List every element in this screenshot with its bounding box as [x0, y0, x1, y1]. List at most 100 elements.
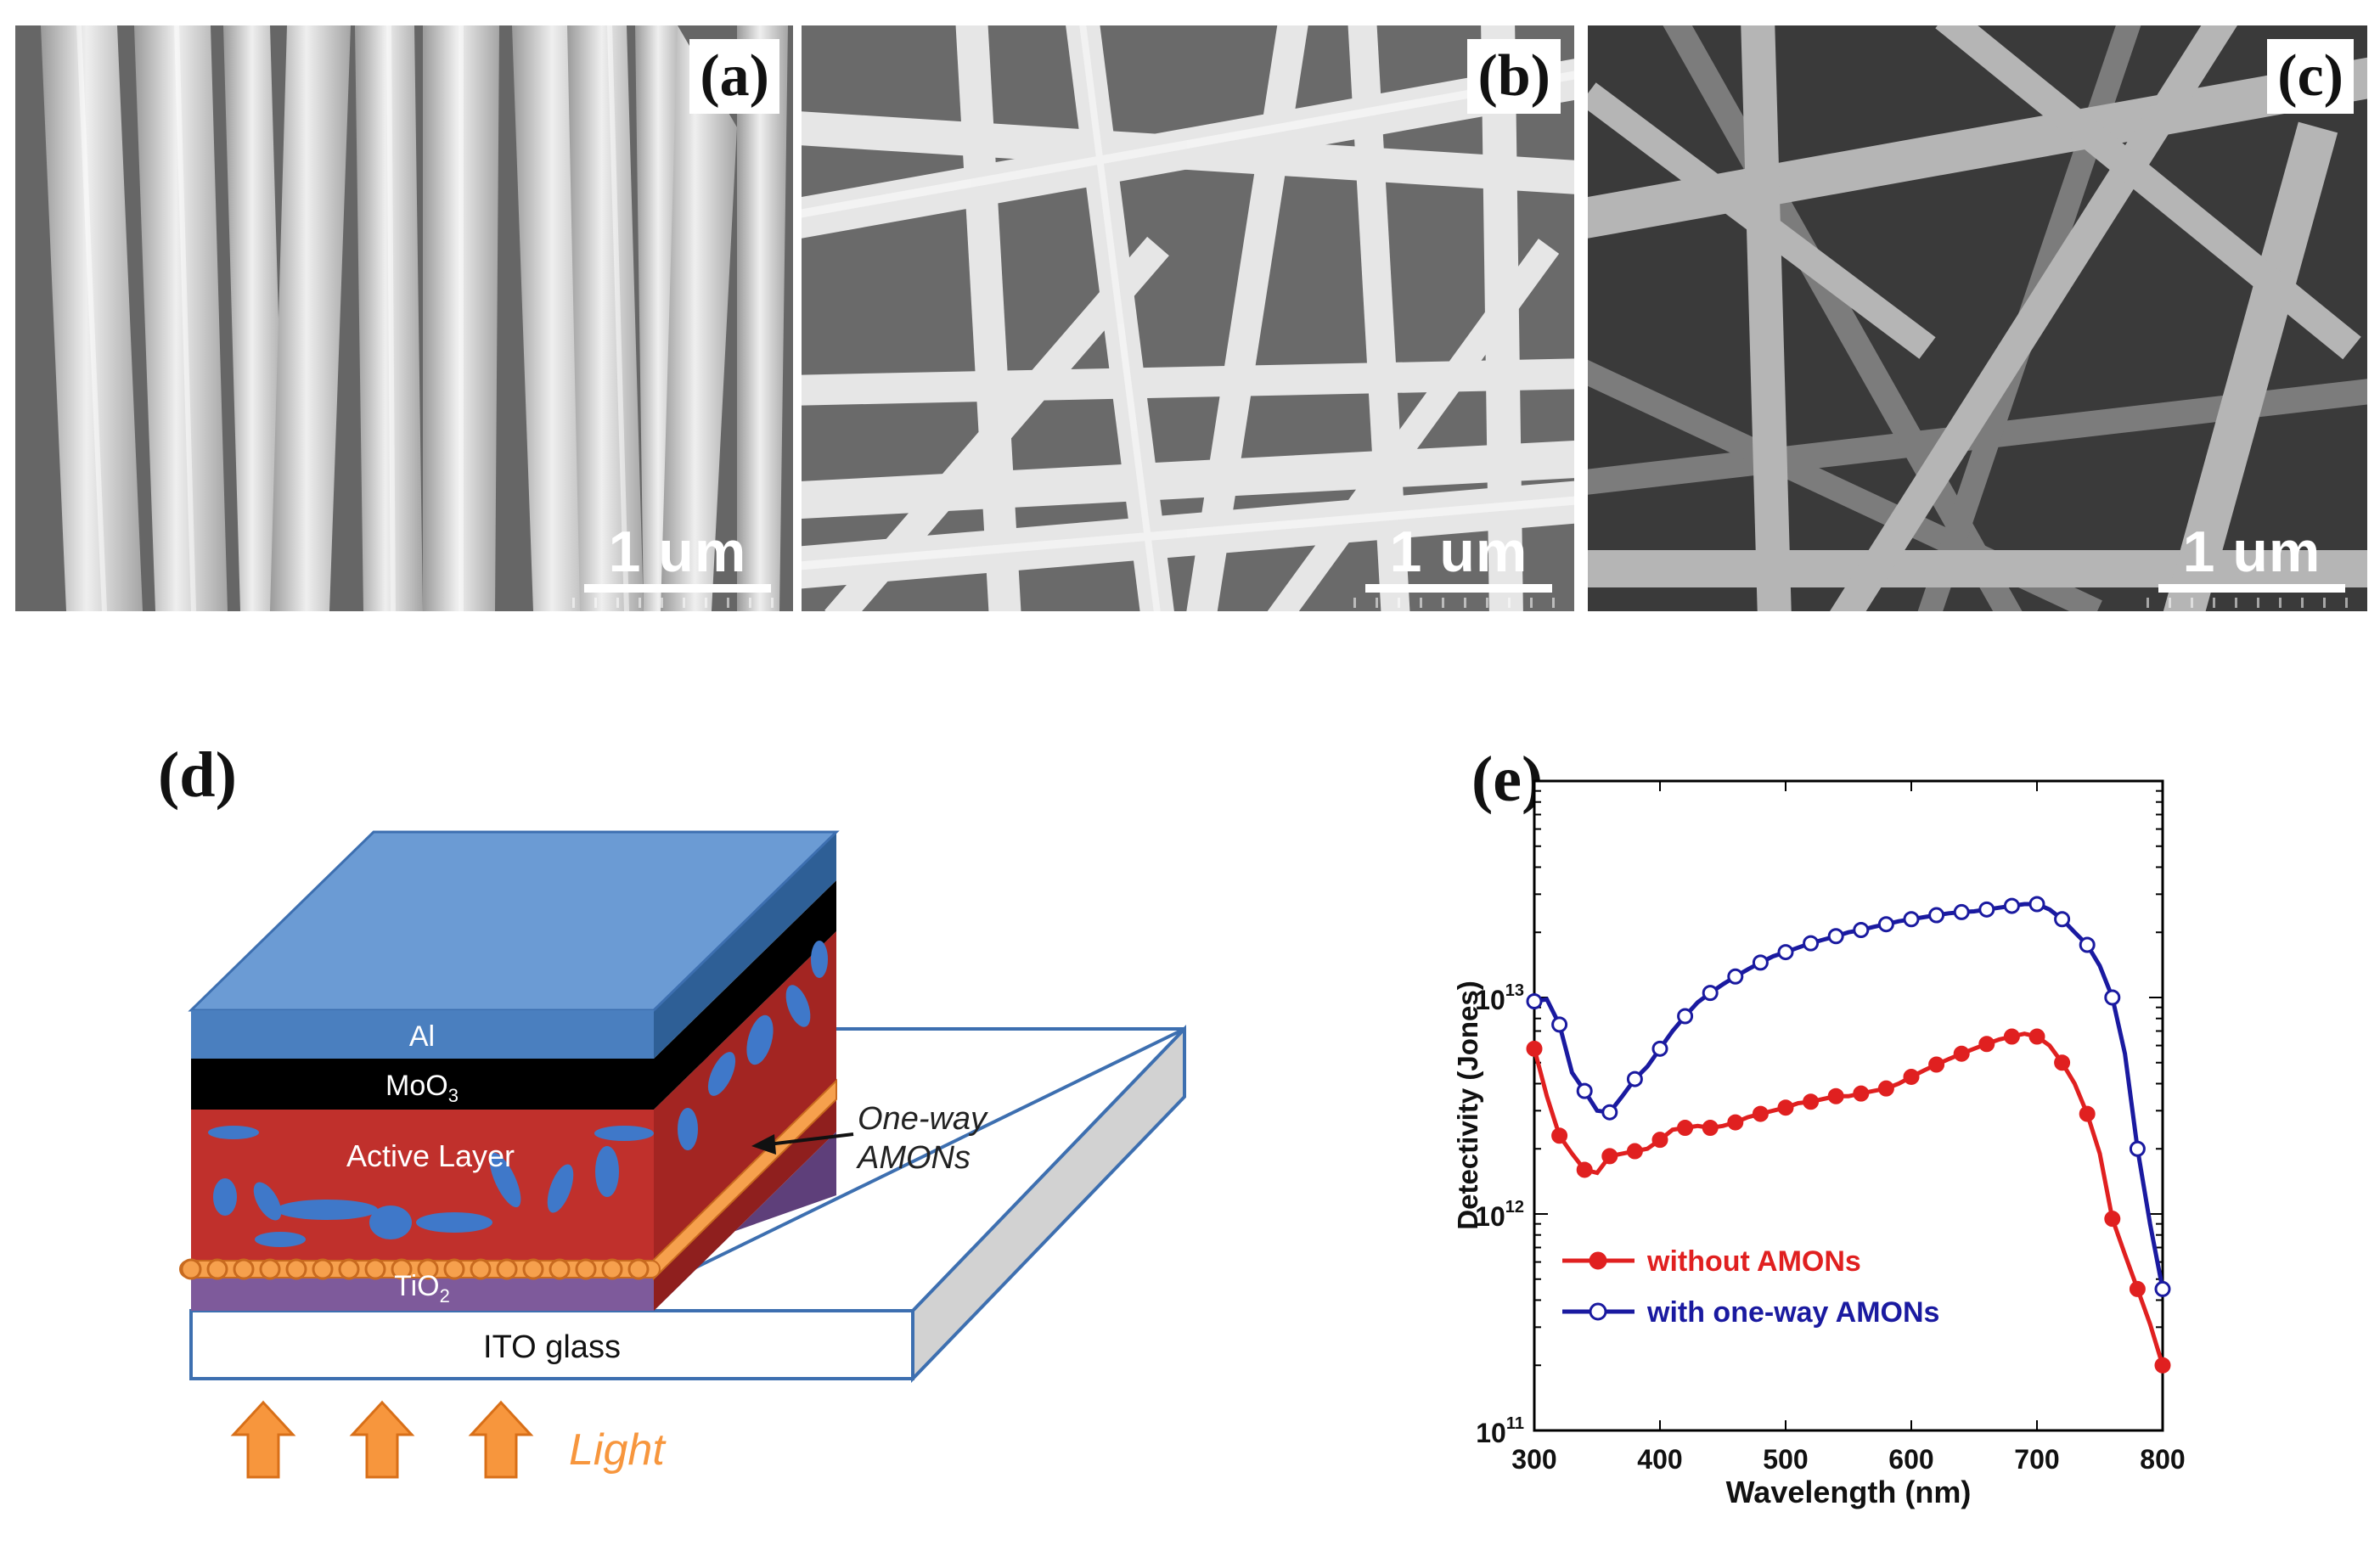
sem-random-fibers-b — [802, 25, 1574, 611]
data-point — [1526, 1040, 1543, 1057]
scale-bar-line-a — [584, 584, 771, 593]
data-point — [1601, 1104, 1618, 1121]
active-layer-label: Active Layer — [346, 1138, 515, 1173]
data-point — [1953, 1045, 1970, 1062]
panel-label-c: (c) — [2267, 39, 2354, 114]
data-point — [2154, 1280, 2171, 1297]
data-point — [1853, 922, 1870, 939]
data-point — [1853, 1085, 1870, 1102]
y-tick-label: 1011 — [1476, 1414, 1524, 1448]
data-point — [2129, 1280, 2146, 1297]
x-axis-label: Wavelength (nm) — [1726, 1475, 1972, 1509]
amon-fiber — [443, 1258, 465, 1280]
data-point — [1677, 1120, 1694, 1137]
data-point — [1576, 1082, 1593, 1099]
amon-fiber — [549, 1258, 571, 1280]
amon-fiber — [496, 1258, 518, 1280]
scale-bar-c: 1 um — [2158, 520, 2345, 593]
data-point — [2054, 1054, 2071, 1071]
data-point — [2054, 911, 2071, 928]
amon-fiber — [522, 1258, 544, 1280]
data-point — [1702, 1120, 1719, 1137]
y-tick-label: 1012 — [1475, 1198, 1524, 1232]
amon-fiber — [180, 1258, 202, 1280]
amon-fiber — [417, 1258, 439, 1280]
sem-image-b: (b) 1 um — [802, 25, 1574, 611]
amon-fiber — [575, 1258, 597, 1280]
scale-ticks-b — [1353, 598, 1557, 608]
legend-label: with one-way AMONs — [1646, 1296, 1939, 1329]
data-point — [1803, 1093, 1820, 1110]
data-point — [1576, 1161, 1593, 1178]
data-point — [2104, 1211, 2121, 1228]
ito-label: ITO glass — [483, 1329, 621, 1365]
data-point — [1752, 1105, 1769, 1122]
data-point — [1877, 1080, 1894, 1097]
annotation-arrow-line — [768, 1132, 854, 1146]
plot-frame — [1533, 779, 2164, 1432]
legend-marker — [1589, 1302, 1607, 1321]
x-axis: 300 400 500 600 700 800 — [1511, 781, 2186, 1475]
data-point — [2079, 1105, 2096, 1122]
data-point — [1551, 1016, 1568, 1033]
scale-ticks-a — [572, 598, 776, 608]
data-point — [1601, 1148, 1618, 1165]
data-point — [2079, 936, 2096, 953]
scale-bar-text-b: 1 um — [1389, 520, 1528, 584]
data-point — [1651, 1040, 1668, 1057]
data-point — [1777, 1099, 1794, 1116]
data-point — [1953, 903, 1970, 920]
amon-fiber — [391, 1258, 413, 1280]
annotation-arrow-head — [751, 1134, 776, 1155]
scale-bar-line-b — [1365, 584, 1552, 593]
amon-fiber — [601, 1258, 623, 1280]
moo3-label: MoO3 — [385, 1070, 459, 1106]
data-point — [1651, 1132, 1668, 1149]
data-point — [1752, 954, 1769, 971]
ito-front-face — [189, 1309, 914, 1380]
x-tick-label: 400 — [1637, 1444, 1682, 1475]
amon-fiber — [233, 1258, 255, 1280]
amon-fiber — [364, 1258, 386, 1280]
data-point — [1702, 985, 1719, 1002]
data-point — [1928, 1056, 1945, 1073]
moo3-side — [654, 880, 836, 1110]
al-layer — [191, 1010, 654, 1059]
light-arrow-3 — [468, 1400, 534, 1479]
data-point — [1928, 907, 1945, 924]
x-tick-label: 800 — [2140, 1444, 2185, 1475]
data-point — [1827, 1087, 1844, 1104]
data-point — [1978, 1036, 1995, 1053]
al-label: Al — [409, 1020, 435, 1053]
amon-fiber — [470, 1258, 492, 1280]
amon-fiber — [259, 1258, 281, 1280]
scale-bar-b: 1 um — [1365, 520, 1552, 593]
panel-label-e: (e) — [1471, 744, 1544, 815]
scale-bar-a: 1 um — [584, 520, 771, 593]
amon-fiber — [285, 1258, 307, 1280]
data-point — [1677, 1008, 1694, 1025]
data-point — [1903, 1068, 1920, 1085]
data-point — [2104, 989, 2121, 1006]
amon-fiber — [627, 1258, 650, 1280]
legend: without AMONs with one-way AMONs — [1562, 1245, 1939, 1329]
light-arrow-2 — [349, 1400, 415, 1479]
data-point — [1877, 916, 1894, 933]
x-tick-label: 600 — [1888, 1444, 1933, 1475]
amon-fiber — [338, 1258, 360, 1280]
data-point — [2154, 1357, 2171, 1374]
x-tick-label: 500 — [1763, 1444, 1808, 1475]
data-point — [1978, 901, 1995, 918]
annotation-amons: AMONs — [856, 1140, 971, 1176]
amon-fiber — [312, 1258, 334, 1280]
y-tick-label: 1013 — [1475, 981, 1524, 1015]
scale-bar-text-a: 1 um — [608, 520, 747, 584]
scale-ticks-c — [2147, 598, 2350, 608]
light-arrow-1 — [230, 1400, 296, 1479]
scale-bar-text-c: 1 um — [2182, 520, 2321, 584]
data-point — [1827, 928, 1844, 945]
data-point — [1526, 993, 1543, 1010]
tio2-label: TiO2 — [394, 1270, 450, 1307]
y-axis-label: Detectivity (Jones) — [1452, 981, 1483, 1229]
x-tick-label: 700 — [2014, 1444, 2059, 1475]
